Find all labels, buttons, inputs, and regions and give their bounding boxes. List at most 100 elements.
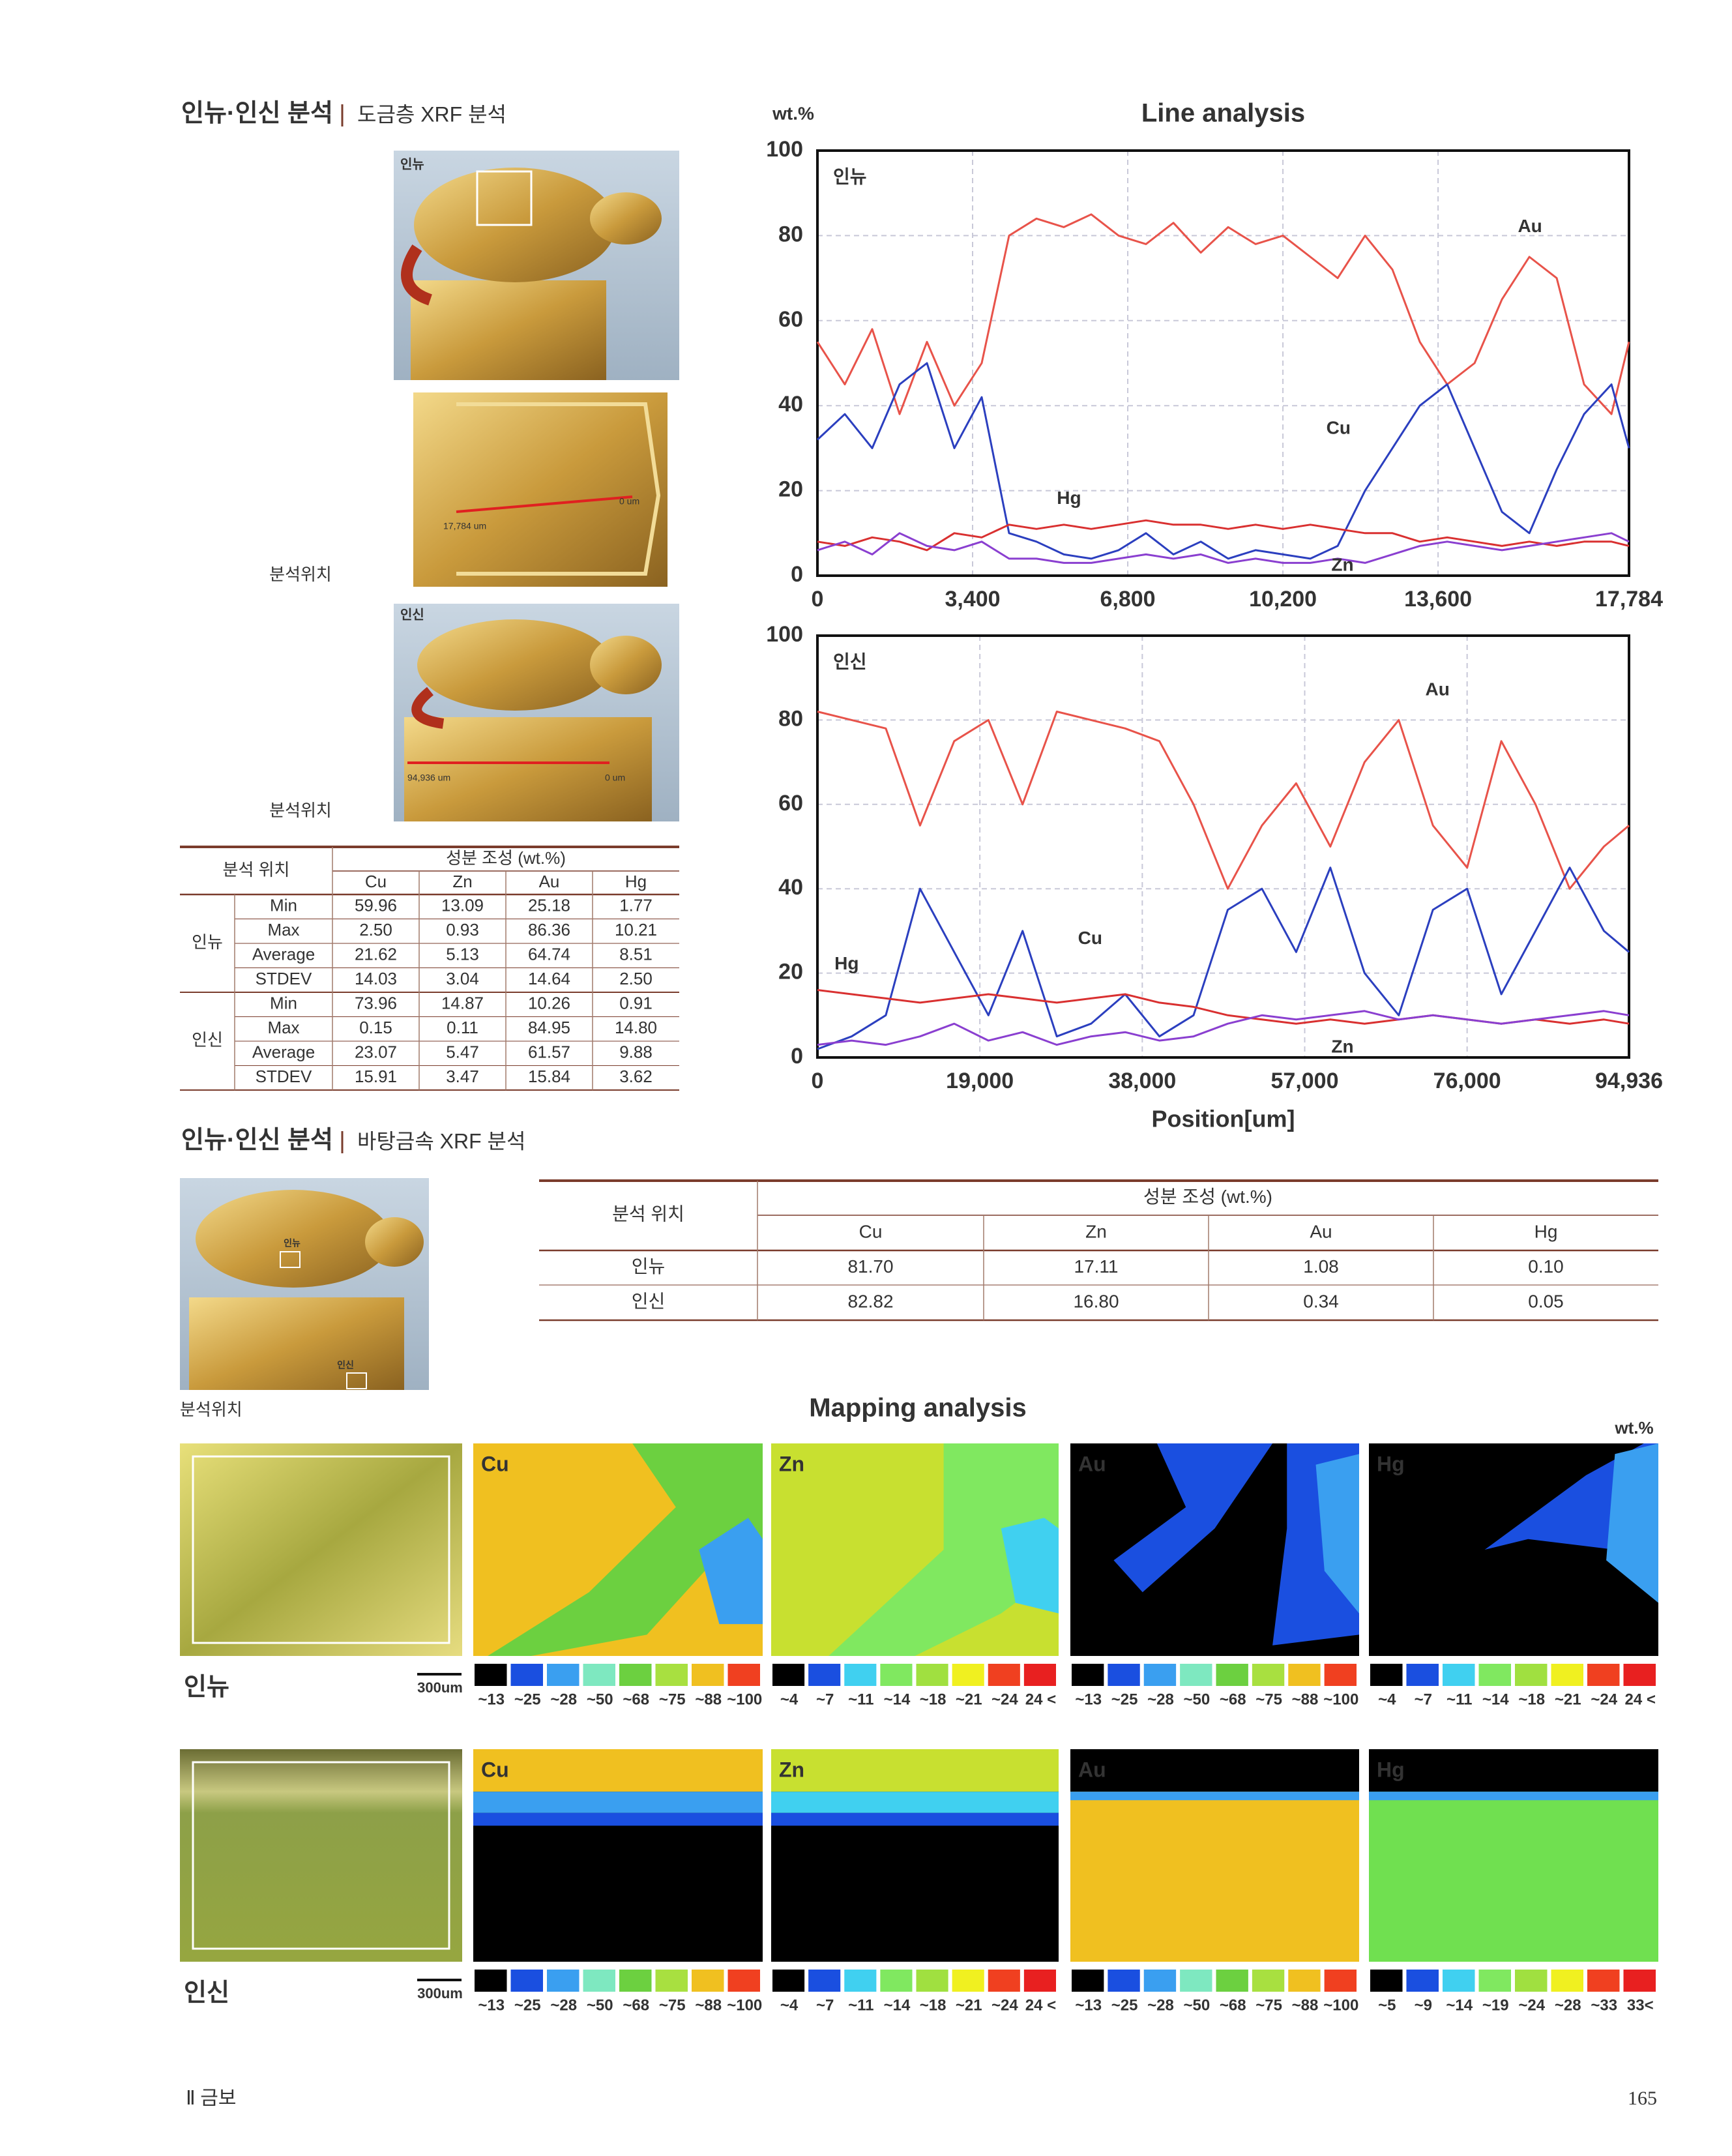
x-tick-label: 10,200: [1249, 587, 1317, 612]
table-cell: 84.95: [528, 1018, 570, 1037]
map-region: [1315, 1454, 1359, 1614]
map-region: [829, 1443, 1059, 1656]
legend-label: ~88: [1292, 1691, 1319, 1708]
table-cell: 23.07: [355, 1042, 397, 1062]
table-cell: 0.10: [1528, 1256, 1564, 1277]
legend-swatch: [583, 1970, 615, 1992]
legend-label: ~75: [1255, 1691, 1282, 1708]
table-cell: 0.11: [447, 1018, 478, 1037]
photo-caption: 분석위치: [180, 1400, 242, 1419]
legend-label: ~28: [550, 1691, 577, 1708]
legend-swatch: [1072, 1970, 1104, 1992]
photo-bottom: [394, 604, 679, 821]
legend-swatch: [619, 1970, 652, 1992]
table-cell: 8.51: [619, 945, 653, 964]
map-region: [1113, 1443, 1273, 1593]
legend-label: ~7: [1415, 1691, 1432, 1708]
table-cell: Average: [252, 945, 315, 964]
legend-swatch: [727, 1664, 760, 1686]
legend-swatch: [655, 1664, 688, 1686]
legend-swatch: [1252, 1664, 1285, 1686]
legend-label: ~33: [1591, 1996, 1617, 2014]
legend-label: ~88: [695, 1996, 722, 2014]
table-cell: 0.34: [1303, 1291, 1339, 1311]
legend-label: ~25: [1111, 1996, 1138, 2014]
table-cell: 5.47: [446, 1042, 479, 1062]
legend-swatch: [1143, 1664, 1177, 1686]
legend-label: ~28: [550, 1996, 577, 2014]
legend-swatch: [1288, 1970, 1321, 1992]
section-title: 인뉴·인신 분석: [181, 100, 333, 127]
legend-label: ~24: [991, 1996, 1018, 2014]
photo-label: 인신: [337, 1360, 354, 1370]
legend-swatch: [1370, 1970, 1403, 1992]
legend-label: ~24: [1591, 1691, 1617, 1708]
legend-label: 33<: [1627, 1996, 1654, 2014]
table-cell: 인신: [632, 1291, 666, 1311]
x-tick-label: 0: [812, 1069, 824, 1093]
map-region: [473, 1749, 763, 1792]
series-line: [817, 989, 1630, 1025]
table-cell: 5.13: [446, 945, 479, 964]
legend-swatch: [1324, 1664, 1357, 1686]
map-element: Hg: [1377, 1758, 1405, 1781]
table-cell: 81.70: [847, 1256, 893, 1277]
legend-swatch: [1478, 1664, 1511, 1686]
scan-area: [192, 1761, 450, 1950]
map-region: [1001, 1518, 1059, 1614]
legend-swatch: [1587, 1970, 1620, 1992]
y-tick-label: 80: [778, 222, 803, 246]
section-subtitle: 도금층 XRF 분석: [357, 102, 506, 126]
legend-label: ~50: [1183, 1691, 1210, 1708]
legend-swatch: [952, 1664, 984, 1686]
map-element: Hg: [1377, 1452, 1405, 1475]
series-label: Zn: [1331, 1037, 1353, 1057]
table-cell: 64.74: [528, 945, 570, 964]
micrograph: [180, 1749, 462, 1962]
legend-label: ~18: [920, 1691, 947, 1708]
table-cell: 14.64: [528, 969, 570, 988]
map-region: [1606, 1443, 1658, 1603]
map-region: [488, 1443, 763, 1656]
table-cell: Max: [267, 920, 299, 939]
legend-swatch: [1443, 1970, 1475, 1992]
map-region: [771, 1792, 1059, 1813]
x-tick-label: 76,000: [1433, 1069, 1501, 1093]
map-element: Au: [1078, 1758, 1106, 1781]
legend-label: ~14: [884, 1691, 911, 1708]
legend-label: ~13: [1075, 1996, 1102, 2014]
table-cell: 16.80: [1073, 1291, 1119, 1311]
legend-label: ~13: [478, 1691, 505, 1708]
footer-section: Ⅱ 금보: [186, 2088, 236, 2109]
photo-detail: [413, 392, 668, 587]
plot-frame: [816, 634, 1630, 1059]
photo-label: 인뉴: [284, 1238, 301, 1248]
y-tick-label: 40: [778, 875, 803, 900]
legend-swatch: [1478, 1970, 1511, 1992]
table-cell: STDEV: [256, 969, 312, 988]
legend-swatch: [655, 1970, 688, 1992]
legend-swatch: [916, 1970, 948, 1992]
legend-label: ~7: [816, 1691, 834, 1708]
legend-swatch: [1288, 1664, 1321, 1686]
series-line: [816, 213, 1630, 415]
legend-label: ~7: [816, 1996, 834, 2014]
table-cell: 15.84: [528, 1067, 570, 1086]
plot-frame: [816, 149, 1630, 577]
map-element: Cu: [481, 1758, 509, 1781]
series-label: Au: [1426, 679, 1450, 700]
map-region: [1369, 1749, 1658, 1792]
y-tick-label: 20: [778, 960, 803, 984]
legend-label: ~68: [1220, 1691, 1246, 1708]
legend-label: ~19: [1482, 1996, 1509, 2014]
legend-label: ~24: [1518, 1996, 1545, 2014]
legend-swatch: [619, 1664, 652, 1686]
table-cell: 1.77: [619, 896, 653, 915]
legend-label: ~4: [780, 1691, 799, 1708]
scale-label: 17,784 um: [443, 521, 486, 531]
legend-swatch: [988, 1970, 1020, 1992]
table-cell: 73.96: [355, 994, 397, 1013]
table-cell: STDEV: [256, 1067, 312, 1086]
legend-label: ~18: [920, 1996, 947, 2014]
legend-swatch: [1551, 1664, 1583, 1686]
